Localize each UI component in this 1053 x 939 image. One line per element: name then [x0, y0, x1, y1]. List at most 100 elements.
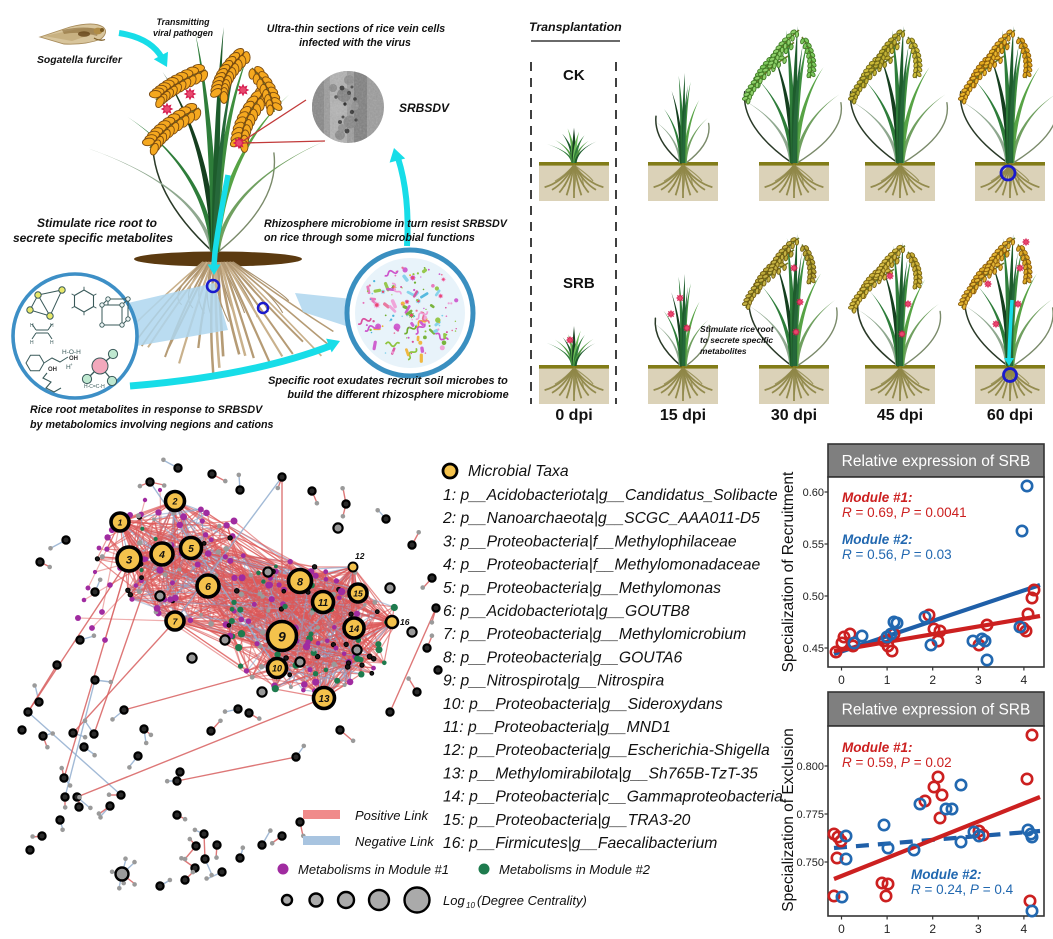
svg-text:4: p__Proteobacteria|f__Methyl: 4: p__Proteobacteria|f__Methylomonadacea…	[443, 557, 760, 574]
svg-text:0.55: 0.55	[803, 539, 824, 551]
svg-text:7: p__Proteobacteria|g__Methyl: 7: p__Proteobacteria|g__Methylomicrobium	[443, 626, 746, 643]
svg-text:Module #2:: Module #2:	[842, 532, 913, 547]
svg-text:Log: Log	[443, 893, 465, 908]
svg-text:6: 6	[205, 582, 211, 593]
svg-text:7: 7	[173, 616, 179, 626]
svg-text:R = 0.59, P = 0.02: R = 0.59, P = 0.02	[842, 755, 952, 770]
svg-text:Negative Link: Negative Link	[355, 834, 435, 849]
svg-text:6: p__Acidobacteriota|g__GOUTB: 6: p__Acidobacteriota|g__GOUTB8	[443, 603, 690, 620]
svg-text:Rice root metabolites in respo: Rice root metabolites in response to SRB…	[30, 404, 263, 416]
svg-text:10: 10	[272, 664, 282, 674]
svg-text:R = 0.56, P = 0.03: R = 0.56, P = 0.03	[842, 547, 952, 562]
svg-text:Metabolisms in Module #2: Metabolisms in Module #2	[499, 862, 651, 877]
svg-text:8: 8	[297, 576, 304, 588]
svg-text:2: p__Nanoarchaeota|g__SCGC_AA: 2: p__Nanoarchaeota|g__SCGC_AAA011-D5	[442, 510, 760, 527]
svg-text:1: 1	[884, 673, 891, 687]
svg-text:R = 0.24, P = 0.4: R = 0.24, P = 0.4	[911, 882, 1014, 897]
svg-text:Specialization of Recruitment: Specialization of Recruitment	[780, 471, 797, 672]
svg-text:SRBSDV: SRBSDV	[399, 101, 450, 115]
svg-text:2: 2	[929, 922, 936, 936]
svg-text:H: H	[66, 364, 71, 371]
svg-text:Sogatella furcifer: Sogatella furcifer	[37, 55, 123, 66]
svg-text:H: H	[30, 340, 34, 346]
svg-text:60 dpi: 60 dpi	[987, 407, 1033, 424]
svg-text:0 dpi: 0 dpi	[555, 407, 592, 424]
svg-text:11: 11	[318, 598, 329, 609]
svg-text:0.800: 0.800	[796, 761, 824, 773]
svg-text:9: 9	[278, 630, 286, 645]
svg-text:infected with the virus: infected with the virus	[299, 37, 411, 49]
svg-text:1: 1	[884, 922, 891, 936]
svg-text:30 dpi: 30 dpi	[771, 407, 817, 424]
svg-text:3: 3	[975, 922, 982, 936]
svg-text:Transmitting: Transmitting	[156, 17, 210, 27]
svg-text:11: p__Proteobacteria|g__MND1: 11: p__Proteobacteria|g__MND1	[443, 719, 671, 736]
svg-text:10: p__Proteobacteria|g__Sider: 10: p__Proteobacteria|g__Sideroxydans	[443, 696, 723, 713]
svg-text:R = 0.69, P = 0.0041: R = 0.69, P = 0.0041	[842, 505, 967, 520]
svg-text:Stimulate rice root to: Stimulate rice root to	[37, 216, 157, 230]
svg-text:SRB: SRB	[563, 275, 595, 292]
svg-text:1: 1	[118, 517, 123, 527]
svg-text:0: 0	[838, 673, 845, 687]
svg-text:Specialization of Exclusion: Specialization of Exclusion	[780, 728, 797, 912]
svg-text:0.60: 0.60	[803, 487, 824, 499]
svg-text:Specific root exudates recruit: Specific root exudates recruit soil micr…	[268, 375, 508, 387]
svg-text:Relative expression of SRB: Relative expression of SRB	[842, 453, 1031, 470]
svg-text:10: 10	[466, 901, 475, 910]
svg-text:Positive Link: Positive Link	[355, 808, 429, 823]
svg-text:4: 4	[1021, 922, 1028, 936]
svg-text:16: 16	[400, 617, 410, 627]
svg-text:CK: CK	[563, 67, 585, 84]
svg-text:0.775: 0.775	[796, 809, 824, 821]
svg-text:12: p__Proteobacteria|g__Esche: 12: p__Proteobacteria|g__Escherichia-Shi…	[443, 742, 770, 759]
svg-text:14: 14	[349, 624, 360, 635]
svg-text:8: p__Proteobacteria|g__GOUTA6: 8: p__Proteobacteria|g__GOUTA6	[443, 649, 683, 666]
svg-text:Microbial Taxa: Microbial Taxa	[468, 463, 569, 480]
svg-text:H: H	[50, 323, 54, 329]
svg-text:13: 13	[318, 694, 330, 705]
svg-text:15: 15	[353, 588, 363, 598]
svg-text:13: p__Methylomirabilota|g__Sh: 13: p__Methylomirabilota|g__Sh765B-TzT-3…	[443, 765, 758, 782]
svg-text:1: p__Acidobacteriota|g__Candi: 1: p__Acidobacteriota|g__Candidatus_Soli…	[443, 487, 778, 504]
svg-text:OH: OH	[69, 356, 78, 362]
svg-text:OH: OH	[48, 367, 57, 373]
svg-text:2: 2	[929, 673, 936, 687]
svg-text:0.45: 0.45	[803, 643, 824, 655]
svg-text:H: H	[30, 323, 34, 329]
svg-text:H: H	[50, 340, 54, 346]
svg-text:by metabolomics involving negi: by metabolomics involving negions and ca…	[30, 419, 274, 431]
svg-text:Module #1:: Module #1:	[842, 740, 913, 755]
svg-text:4: 4	[158, 550, 165, 561]
svg-text:to secrete specific: to secrete specific	[700, 335, 773, 345]
svg-text:45 dpi: 45 dpi	[877, 407, 923, 424]
svg-text:Transplantation: Transplantation	[529, 20, 622, 34]
svg-text:9: p__Nitrospirota|g__Nitrospi: 9: p__Nitrospirota|g__Nitrospira	[443, 673, 664, 690]
svg-text:build the different rhizospher: build the different rhizosphere microbio…	[287, 389, 508, 401]
svg-text:Module #2:: Module #2:	[911, 867, 982, 882]
svg-text:on rice through some microbial: on rice through some microbial functions	[264, 232, 475, 244]
svg-text:Stimulate rice root: Stimulate rice root	[700, 324, 775, 334]
svg-text:H-C=C-H: H-C=C-H	[84, 384, 105, 390]
svg-text:5: 5	[188, 544, 194, 555]
svg-text:viral pathogen: viral pathogen	[153, 28, 213, 38]
svg-text:Ultra-thin sections of rice ve: Ultra-thin sections of rice vein cells	[267, 23, 445, 35]
svg-text:Relative expression of SRB: Relative expression of SRB	[842, 702, 1031, 719]
svg-text:secrete specific metabolites: secrete specific metabolites	[13, 231, 173, 245]
svg-text:14: p__Proteobacteria|c__Gamma: 14: p__Proteobacteria|c__Gammaproteobact…	[443, 789, 783, 806]
svg-text:15: p__Proteobacteria|g__TRA3-: 15: p__Proteobacteria|g__TRA3-20	[443, 812, 691, 829]
svg-text:Rhizosphere microbiome in turn: Rhizosphere microbiome in turn resist SR…	[264, 218, 508, 230]
svg-text:5: p__Proteobacteria|g__Methyl: 5: p__Proteobacteria|g__Methylomonas	[443, 580, 721, 597]
svg-text:3: 3	[126, 555, 133, 567]
svg-text:0.750: 0.750	[796, 857, 824, 869]
svg-text:Module #1:: Module #1:	[842, 490, 913, 505]
svg-text:(Degree Centrality): (Degree Centrality)	[477, 893, 587, 908]
svg-text:3: p__Proteobacteria|f__Methyl: 3: p__Proteobacteria|f__Methylophilaceae	[443, 533, 737, 550]
svg-text:12: 12	[355, 551, 365, 561]
svg-text:16: p__Firmicutes|g__Faecaliba: 16: p__Firmicutes|g__Faecalibacterium	[443, 835, 717, 852]
svg-text:H-O-H: H-O-H	[62, 349, 81, 356]
svg-text:0: 0	[838, 922, 845, 936]
svg-text:3: 3	[975, 673, 982, 687]
svg-text:+: +	[70, 362, 73, 367]
svg-text:metabolites: metabolites	[700, 346, 747, 356]
svg-text:4: 4	[1021, 673, 1028, 687]
